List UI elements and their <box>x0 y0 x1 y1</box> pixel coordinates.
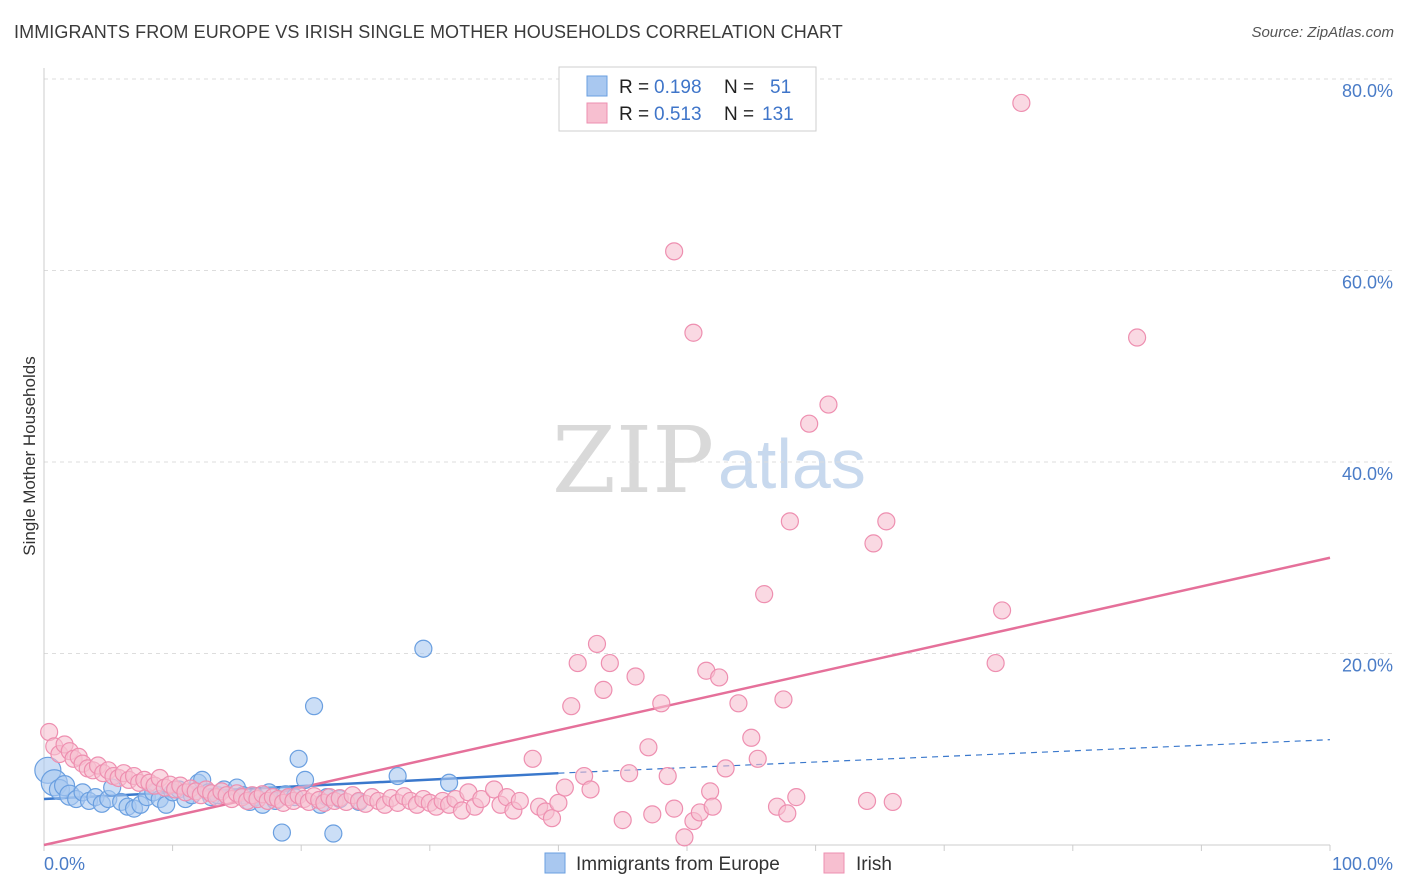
series-pink <box>40 93 1147 847</box>
grid-lines <box>44 78 1392 654</box>
data-point-pink <box>877 512 896 531</box>
data-point-pink <box>555 778 574 797</box>
y-tick-label: 20.0% <box>1342 656 1393 676</box>
data-point-pink <box>620 764 639 783</box>
data-point-pink <box>562 697 581 716</box>
legend-n-label-1: N = <box>724 77 754 98</box>
data-point-pink <box>755 585 774 604</box>
data-point-pink <box>774 690 793 709</box>
legend-r-label-1: R = <box>619 77 649 98</box>
x-tick-label: 0.0% <box>44 854 85 874</box>
legend-swatch-blue <box>586 75 608 97</box>
data-point-blue <box>272 823 292 842</box>
data-point-pink <box>819 395 838 414</box>
y-tick-label: 60.0% <box>1342 273 1393 293</box>
data-point-pink <box>587 634 607 654</box>
data-point-blue <box>289 749 308 768</box>
data-point-pink <box>701 782 720 801</box>
y-tick-label: 80.0% <box>1342 81 1393 101</box>
data-point-pink <box>523 749 542 768</box>
data-point-pink <box>787 788 806 807</box>
data-point-pink <box>1127 328 1147 347</box>
legend-n-label-2: N = <box>724 104 754 125</box>
series-legend: Immigrants from Europe Irish <box>544 852 892 875</box>
data-point-pink <box>510 791 529 811</box>
data-point-pink <box>594 680 613 699</box>
data-point-pink <box>716 759 735 778</box>
data-points <box>34 93 1147 847</box>
legend-label-immigrants: Immigrants from Europe <box>576 854 780 875</box>
data-point-pink <box>748 749 767 768</box>
y-tick-label: 40.0% <box>1342 464 1393 484</box>
data-point-pink <box>652 694 671 713</box>
data-point-pink <box>639 738 658 757</box>
legend-r-value-1: 0.198 <box>654 77 702 98</box>
data-point-pink <box>780 512 799 531</box>
data-point-pink <box>626 667 645 686</box>
watermark: ZIP atlas <box>552 407 866 514</box>
data-point-pink <box>742 728 761 747</box>
data-point-pink <box>1012 93 1031 113</box>
legend-swatch-immigrants <box>544 852 566 874</box>
trend-line-blue-extension <box>558 739 1331 774</box>
data-point-pink <box>992 601 1012 620</box>
legend-swatch-pink <box>586 102 608 124</box>
data-point-pink <box>643 805 662 824</box>
data-point-pink <box>864 534 883 553</box>
data-point-pink <box>986 653 1005 673</box>
data-point-pink <box>658 766 677 786</box>
data-point-blue <box>304 697 324 716</box>
data-point-pink <box>549 793 568 812</box>
x-tick-label: 100.0% <box>1332 854 1393 874</box>
data-point-pink <box>568 653 587 673</box>
data-point-pink <box>778 804 797 823</box>
data-point-pink <box>613 811 632 830</box>
data-point-blue <box>388 766 407 786</box>
data-point-pink <box>665 799 684 818</box>
data-point-blue <box>324 824 343 843</box>
legend-r-label-2: R = <box>619 104 649 125</box>
tick-labels: 20.0% 40.0% 60.0% 80.0% 0.0% 100.0% <box>44 81 1393 874</box>
data-point-pink <box>665 242 684 261</box>
watermark-zip: ZIP <box>552 407 714 514</box>
data-point-pink <box>472 789 491 809</box>
legend-n-value-1: 51 <box>770 77 791 98</box>
y-axis-label: Single Mother Households <box>20 356 39 555</box>
data-point-pink <box>703 797 722 816</box>
chart-title: IMMIGRANTS FROM EUROPE VS IRISH SINGLE M… <box>14 22 843 42</box>
data-point-pink <box>857 791 877 811</box>
data-point-pink <box>800 414 819 433</box>
legend-n-value-2: 131 <box>762 104 794 125</box>
data-point-pink <box>581 780 600 799</box>
series-blue <box>34 639 459 843</box>
data-point-pink <box>684 323 703 342</box>
legend-label-irish: Irish <box>856 854 892 875</box>
legend-r-value-2: 0.513 <box>654 104 702 125</box>
data-point-pink <box>710 668 729 687</box>
data-point-blue <box>295 770 315 789</box>
data-point-pink <box>675 828 694 847</box>
correlation-legend: R = 0.198 N = 51 R = 0.513 N = 131 <box>558 66 817 132</box>
data-point-pink <box>883 792 902 812</box>
data-point-pink <box>600 653 619 673</box>
data-point-pink <box>729 694 748 713</box>
watermark-atlas: atlas <box>718 425 866 503</box>
data-point-blue <box>414 639 433 658</box>
data-point-blue <box>439 773 459 792</box>
data-point-pink <box>542 809 562 828</box>
chart-source: Source: ZipAtlas.com <box>1251 24 1394 41</box>
legend-swatch-irish <box>823 852 845 874</box>
